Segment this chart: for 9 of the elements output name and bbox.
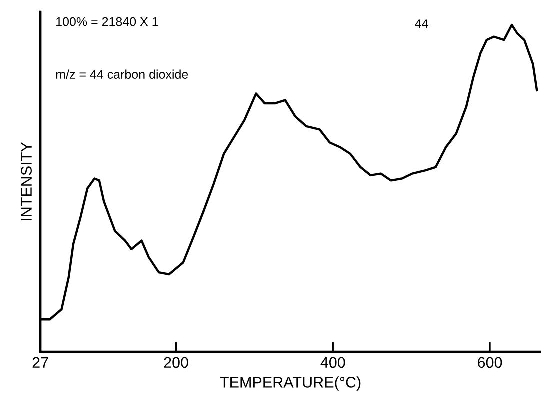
x-tick-label: 600 (478, 357, 502, 368)
text: 44 (415, 20, 428, 28)
annotation: m/z = 44 carbon dioxide (56, 70, 188, 79)
x-axis-title: TEMPERATURE(°C) (220, 376, 361, 391)
x-tick-label: 27 (32, 357, 48, 368)
y-axis-title: INTENSITY (21, 142, 32, 220)
x-tick-label: 400 (320, 357, 346, 368)
annotation: 100% = 21840 X 1 (56, 17, 158, 26)
x-tick-label: 200 (164, 357, 188, 368)
